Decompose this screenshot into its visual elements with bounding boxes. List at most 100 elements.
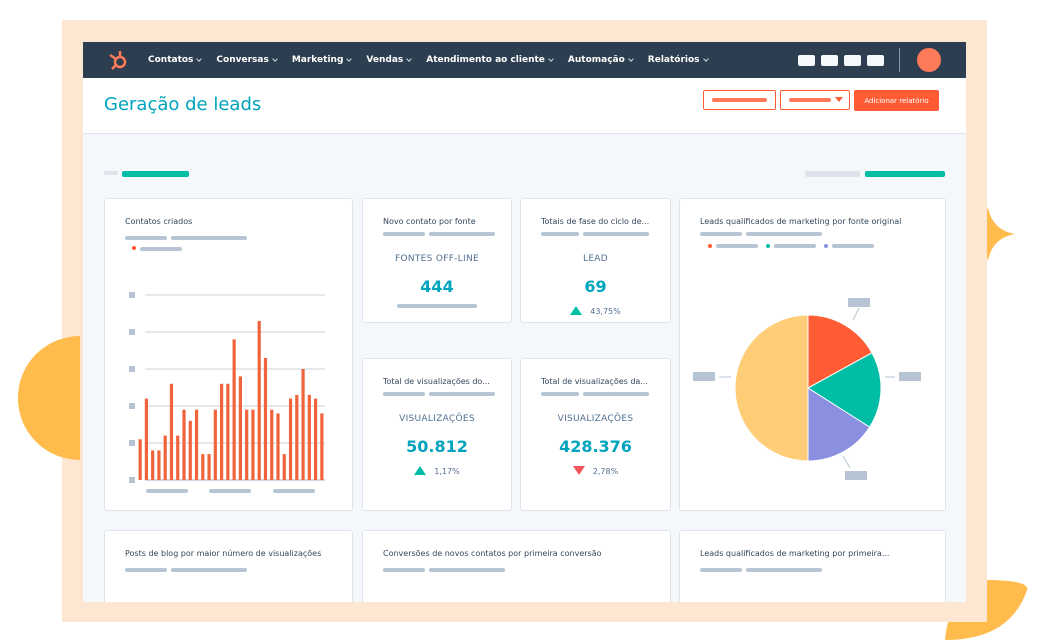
shape [132, 246, 136, 250]
placeholder [700, 232, 742, 236]
bar [157, 450, 161, 480]
nav-icon[interactable] [798, 55, 815, 66]
dropdown-button[interactable] [780, 90, 850, 110]
bar [245, 409, 249, 480]
y-tick [129, 329, 135, 335]
placeholder [774, 244, 816, 248]
bar [238, 376, 242, 480]
card-title: Contatos criados [125, 217, 193, 226]
placeholder [583, 232, 649, 236]
y-tick [129, 440, 135, 446]
nav-item[interactable]: Atendimento ao cliente [426, 55, 554, 65]
bar [151, 450, 155, 480]
card-title: Leads qualificados de marketing por font… [700, 217, 902, 226]
placeholder [712, 98, 767, 102]
nav-item[interactable]: Contatos [148, 55, 203, 65]
kpi-change: 1,17% [363, 466, 511, 476]
kpi-value: 50.812 [406, 437, 468, 456]
shape [766, 244, 770, 248]
shape [693, 372, 715, 381]
shape [570, 306, 583, 315]
card-title: Total de visualizações do... [383, 377, 490, 386]
nav-item[interactable]: Marketing [291, 55, 353, 65]
placeholder [805, 171, 860, 177]
tab[interactable] [122, 171, 189, 177]
placeholder [209, 489, 251, 493]
bar [301, 369, 305, 480]
nav-icon[interactable] [867, 55, 884, 66]
deco-circle [18, 336, 80, 460]
shape [899, 372, 921, 381]
nav-item[interactable]: Automação [567, 55, 634, 65]
nav-items: Contatos Conversas Marketing Vendas Atendime… [148, 42, 709, 78]
placeholder [171, 568, 247, 572]
bar [207, 454, 211, 480]
bar [213, 409, 217, 480]
y-tick [129, 403, 135, 409]
card-title: Totais de fase do ciclo de... [541, 217, 650, 226]
shape [842, 455, 851, 469]
placeholder [541, 232, 579, 236]
y-tick [129, 477, 135, 483]
card-title: Novo contato por fonte [383, 217, 476, 226]
card: Novo contato por fonte FONTES OFF-LINE 4… [362, 198, 512, 323]
nav-label[interactable]: Marketing [291, 55, 344, 65]
card: Total de visualizações da... VISUALIZAÇÕ… [520, 358, 671, 511]
placeholder [746, 568, 822, 572]
bar [263, 357, 268, 480]
kpi-label: LEAD [583, 254, 608, 264]
bar [169, 383, 174, 480]
bar [314, 398, 318, 480]
card: Conversões de novos contatos por primeir… [362, 530, 671, 602]
nav-icon[interactable] [821, 55, 838, 66]
filter-button[interactable] [703, 90, 776, 110]
shape [414, 466, 427, 475]
pie-slice [734, 314, 809, 462]
pie-slice [807, 352, 882, 428]
add-report-button[interactable]: Adicionar relatório [854, 90, 939, 111]
nav-label[interactable]: Contatos [148, 55, 194, 65]
shape [708, 244, 712, 248]
placeholder [583, 392, 649, 396]
bar [226, 383, 230, 480]
y-tick [129, 366, 135, 372]
kpi-value: 428.376 [559, 437, 632, 456]
nav-label[interactable]: Automação [567, 55, 625, 65]
bar [194, 409, 199, 480]
nav-item[interactable]: Vendas [366, 55, 413, 65]
kpi-value: 444 [420, 277, 454, 296]
avatar[interactable] [917, 48, 941, 72]
placeholder [541, 392, 579, 396]
placeholder [397, 304, 477, 308]
charts [129, 292, 921, 483]
card-title: Conversões de novos contatos por primeir… [383, 549, 602, 558]
nav-label[interactable]: Vendas [366, 55, 404, 65]
nav-label[interactable]: Relatórios [647, 55, 700, 65]
placeholder [746, 232, 822, 236]
bar [295, 394, 299, 480]
bar [282, 454, 286, 480]
placeholder [789, 98, 831, 102]
kpi-label: VISUALIZAÇÕES [399, 414, 475, 424]
card: Total de visualizações do... VISUALIZAÇÕ… [362, 358, 512, 511]
bar [220, 383, 224, 480]
nav-label[interactable]: Conversas [216, 55, 269, 65]
app: Contatos Conversas Marketing Vendas Atendime… [83, 42, 966, 602]
placeholder [140, 247, 182, 251]
placeholder [273, 489, 315, 493]
kpi-value: 69 [584, 277, 607, 296]
nav-bar: Contatos Conversas Marketing Vendas Atendime… [83, 42, 966, 78]
nav-icon[interactable] [844, 55, 861, 66]
nav-item[interactable]: Relatórios [647, 55, 709, 65]
y-tick [129, 292, 135, 298]
nav-label[interactable]: Atendimento ao cliente [426, 55, 545, 65]
placeholder [429, 568, 505, 572]
shape [852, 307, 860, 321]
tab[interactable] [865, 171, 945, 177]
card-title: Posts de blog por maior número de visual… [125, 549, 322, 558]
card-title: Total de visualizações da... [541, 377, 648, 386]
nav-item[interactable]: Conversas [216, 55, 278, 65]
placeholder [146, 489, 188, 493]
placeholder [429, 392, 495, 396]
